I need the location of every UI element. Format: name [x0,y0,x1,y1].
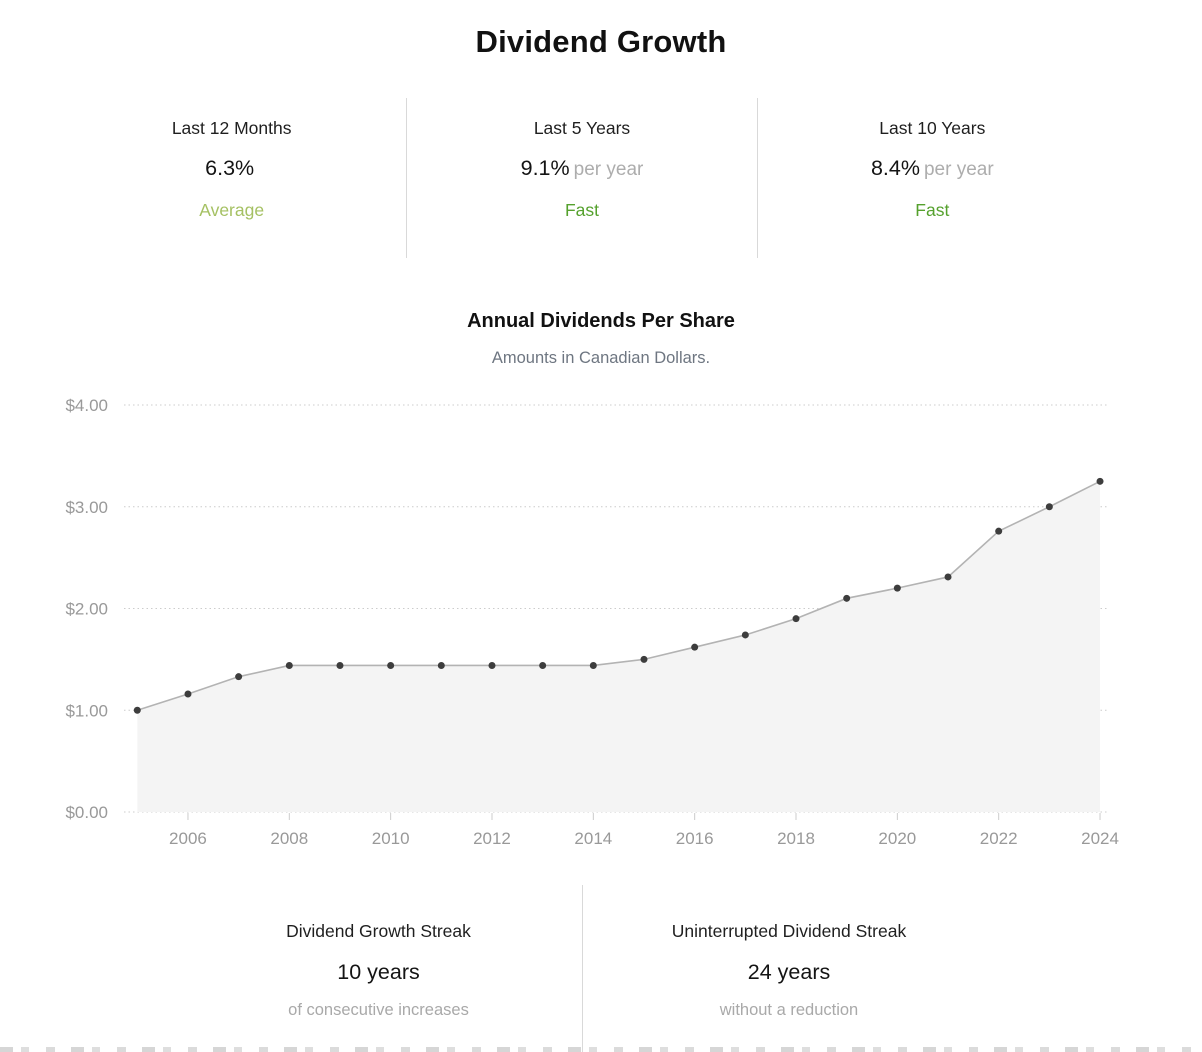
streak-value: 10 years [337,960,420,984]
data-point-2011[interactable] [437,661,445,669]
svg-text:$4.00: $4.00 [65,396,108,415]
data-point-2024[interactable] [1096,477,1104,485]
data-point-2010[interactable] [387,661,395,669]
svg-text:$2.00: $2.00 [65,600,108,619]
stat-last-12-months: Last 12 Months 6.3% Average [57,98,406,258]
stat-value: 6.3% [57,156,406,181]
chart-subtitle: Amounts in Canadian Dollars. [491,349,711,367]
trend-line [137,480,1101,712]
y-axis-labels: $0.00 $1.00 $2.00 $3.00 $4.00 [65,396,108,822]
uninterrupted-dividend-streak: Uninterrupted Dividend Streak 24 years w… [582,885,995,1052]
svg-text:2016: 2016 [676,829,714,848]
stat-period-label: Last 10 Years [879,118,986,138]
svg-text:2006: 2006 [169,829,207,848]
stat-rating: Average [199,200,265,220]
data-point-2019[interactable] [843,594,851,602]
svg-text:2012: 2012 [473,829,511,848]
streak-value: 24 years [747,960,831,984]
data-point-2018[interactable] [792,615,800,623]
data-point-2021[interactable] [944,573,952,581]
stat-value-number: 6.3% [205,156,255,180]
stat-value: 8.4% per year [758,156,1107,181]
stat-rating: Fast [915,200,950,220]
data-point-2016[interactable] [691,643,699,651]
chart-header: Annual Dividends Per Share Amounts in Ca… [0,310,1202,368]
stat-value-number: 8.4% [870,156,920,180]
stat-last-5-years: Last 5 Years 9.1% per year Fast [406,98,758,258]
streak-subtext: of consecutive increases [288,1001,469,1019]
dividends-chart[interactable]: $0.00 $1.00 $2.00 $3.00 $4.00 2006 2008 2010 201… [0,388,1202,863]
cropped-next-section-text [0,1047,1202,1052]
dividend-growth-streak: Dividend Growth Streak 10 years of conse… [175,885,582,1052]
stat-period-label: Last 12 Months [171,118,292,138]
growth-stats-row: Last 12 Months 6.3% Average Last 5 Years… [57,98,1107,258]
data-point-2009[interactable] [336,661,344,669]
svg-text:$3.00: $3.00 [65,498,108,517]
data-point-2013[interactable] [539,661,547,669]
svg-text:$0.00: $0.00 [65,803,108,822]
streak-label: Dividend Growth Streak [286,921,471,941]
stat-value-suffix: per year [923,159,994,180]
data-point-2006[interactable] [184,690,192,698]
svg-text:$1.00: $1.00 [65,701,108,720]
svg-text:2014: 2014 [574,829,612,848]
data-points[interactable] [133,477,1104,714]
stat-last-10-years: Last 10 Years 8.4% per year Fast [758,98,1107,258]
svg-text:2008: 2008 [270,829,308,848]
chart-title: Annual Dividends Per Share [467,310,735,332]
streak-label: Uninterrupted Dividend Streak [671,921,907,941]
x-axis-labels: 2006 2008 2010 2012 2014 2016 2018 2020 2022 2024 [169,813,1119,848]
data-point-2005[interactable] [133,706,141,714]
svg-text:2018: 2018 [777,829,815,848]
svg-text:2024: 2024 [1081,829,1119,848]
data-point-2022[interactable] [995,527,1003,535]
data-point-2015[interactable] [640,655,648,663]
streak-subtext: without a reduction [719,1001,859,1019]
area-fill [137,481,1101,812]
stat-period-label: Last 5 Years [533,118,631,138]
stat-value: 9.1% per year [407,156,756,181]
data-point-2023[interactable] [1045,503,1053,511]
svg-text:2020: 2020 [878,829,916,848]
data-point-2008[interactable] [285,661,293,669]
page-title: Dividend Growth [475,24,727,59]
chart-area: $0.00 $1.00 $2.00 $3.00 $4.00 2006 2008 2010 201… [0,388,1202,863]
svg-text:2010: 2010 [372,829,410,848]
stat-value-suffix: per year [573,159,644,180]
data-point-2014[interactable] [589,661,597,669]
svg-text:2022: 2022 [980,829,1018,848]
streaks-row: Dividend Growth Streak 10 years of conse… [175,885,995,1052]
data-point-2017[interactable] [741,631,749,639]
stat-value-number: 9.1% [520,156,570,180]
data-point-2020[interactable] [893,584,901,592]
data-point-2012[interactable] [488,661,496,669]
stat-rating: Fast [564,200,600,220]
data-point-2007[interactable] [235,673,243,681]
